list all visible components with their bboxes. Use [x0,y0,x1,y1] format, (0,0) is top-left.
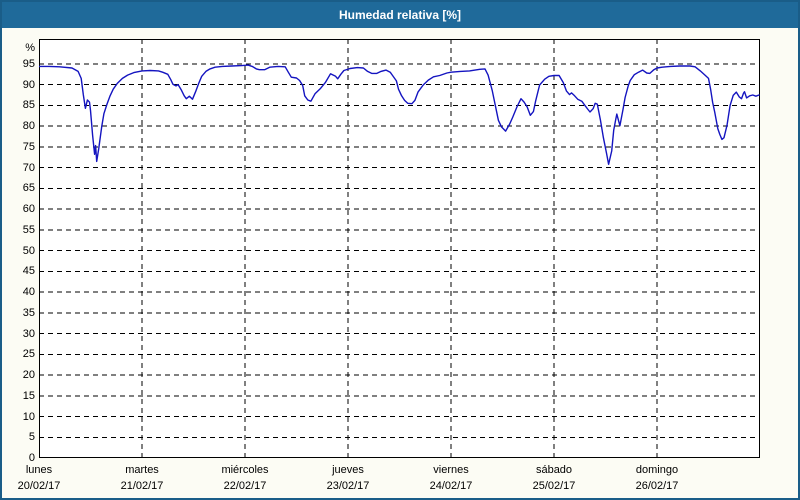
y-tick-label: 30 [22,328,35,340]
x-tick-day-label: jueves [332,464,364,476]
y-tick-label: 70 [22,162,35,174]
y-tick-label: 95 [22,58,35,70]
y-tick-label: 85 [22,99,35,111]
y-tick-label: 15 [22,390,35,402]
x-tick-date-label: 22/02/17 [223,480,267,492]
humidity-line [39,64,760,166]
x-tick-date-label: 23/02/17 [326,480,370,492]
y-tick-label: 10 [22,411,35,423]
title-bar: Humedad relativa [%] [2,2,798,28]
y-tick-label: 55 [22,224,35,236]
x-tick-date-label: 20/02/17 [17,480,61,492]
y-tick-label: 45 [22,265,35,277]
x-tick-day-label: lunes [25,464,53,476]
y-tick-label: 0 [28,452,35,464]
x-tick-date-label: 24/02/17 [429,480,473,492]
x-tick-date-label: 26/02/17 [635,480,679,492]
plot-area [39,39,760,458]
y-tick-label: 35 [22,307,35,319]
y-tick-label: 80 [22,120,35,132]
y-tick-label: 60 [22,203,35,215]
y-tick-label: 90 [22,79,35,91]
x-tick-day-label: miércoles [221,464,269,476]
y-tick-label: 40 [22,286,35,298]
y-tick-label: 75 [22,141,35,153]
x-tick-day-label: sábado [535,464,573,476]
x-tick-day-label: martes [125,464,159,476]
chart-title: Humedad relativa [%] [338,8,462,22]
y-tick-label: 20 [22,369,35,381]
x-tick-date-label: 25/02/17 [532,480,576,492]
plot-border [39,39,760,458]
y-tick-label: 5 [28,431,35,443]
y-tick-label: 65 [22,182,35,194]
y-tick-label: 50 [22,245,35,257]
y-axis-unit-label: % [25,42,35,54]
x-tick-date-label: 21/02/17 [120,480,164,492]
y-tick-label: 25 [22,348,35,360]
x-tick-day-label: viernes [433,464,469,476]
chart-svg [39,39,760,458]
x-tick-day-label: domingo [635,464,679,476]
